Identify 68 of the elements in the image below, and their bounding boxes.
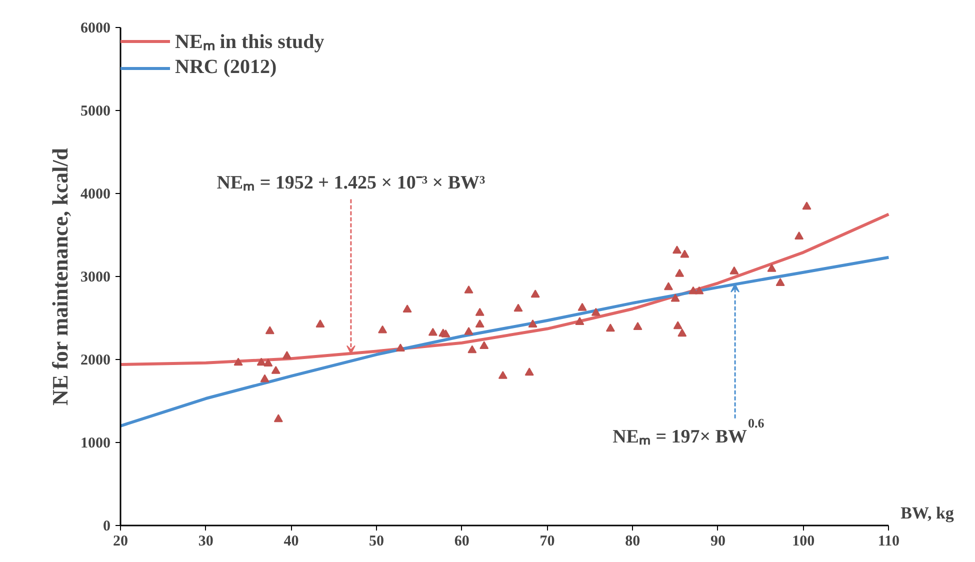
point (672, 246, 682, 254)
x-axis-title: BW, kg (900, 504, 954, 522)
point (264, 358, 273, 366)
point (234, 358, 243, 366)
point (428, 328, 438, 336)
point (480, 341, 489, 350)
y-tick-label: 0 (103, 518, 110, 534)
point (530, 290, 540, 298)
point (767, 264, 776, 272)
point (670, 294, 680, 302)
y-tick-label: 5000 (80, 104, 110, 120)
y-tick-label: 3000 (80, 270, 110, 286)
y-tick-label: 6000 (80, 20, 110, 36)
annotation: NEₘ = 1952 + 1.425 × 10⁻³ × BW³ (216, 172, 486, 194)
point (260, 374, 270, 382)
legend-label: NRC (2012) (175, 56, 277, 79)
line-series (120, 256, 890, 428)
point (664, 282, 673, 290)
y-tick-label: 2000 (80, 352, 110, 368)
point (678, 328, 687, 337)
point (578, 302, 587, 311)
point (680, 250, 690, 258)
point (528, 320, 538, 328)
x-tick-label: 80 (625, 534, 640, 550)
x-tick-label: 50 (369, 534, 384, 550)
point (378, 325, 388, 334)
point (673, 321, 682, 330)
point (464, 285, 474, 294)
point (675, 268, 684, 277)
line-series (120, 212, 890, 366)
point (441, 329, 450, 338)
point (464, 326, 474, 335)
point (475, 320, 484, 328)
point (274, 414, 283, 422)
point (591, 308, 600, 316)
legend-label: NEₘ in this study (175, 30, 324, 54)
x-tick-label: 70 (540, 534, 555, 550)
y-axis-title: NE for maintenance, kcal/d (48, 148, 72, 406)
point (575, 317, 584, 325)
point (776, 278, 785, 286)
x-tick-label: 110 (878, 534, 900, 550)
y-tick-label: 4000 (80, 186, 110, 202)
point (524, 368, 534, 376)
point (730, 266, 739, 274)
point (256, 358, 266, 366)
x-tick-label: 90 (710, 534, 726, 550)
x-tick-label: 60 (454, 534, 470, 550)
point (271, 366, 280, 374)
point (498, 370, 508, 379)
point (794, 232, 804, 240)
point (402, 304, 412, 313)
point (694, 286, 704, 294)
point (514, 304, 523, 312)
x-tick-label: 40 (284, 534, 299, 550)
point (475, 308, 484, 316)
point (606, 324, 615, 332)
y-tick-label: 1000 (80, 436, 110, 452)
point (396, 344, 405, 352)
x-tick-label: 20 (113, 534, 128, 550)
point (468, 345, 477, 354)
point (316, 320, 325, 328)
x-tick-label: 30 (198, 534, 214, 550)
annotation: NEₘ = 197× BW0.6 (612, 415, 765, 448)
point (282, 351, 292, 359)
point (265, 326, 274, 334)
point (633, 322, 642, 330)
point (802, 202, 812, 210)
x-tick-label: 100 (792, 534, 815, 550)
